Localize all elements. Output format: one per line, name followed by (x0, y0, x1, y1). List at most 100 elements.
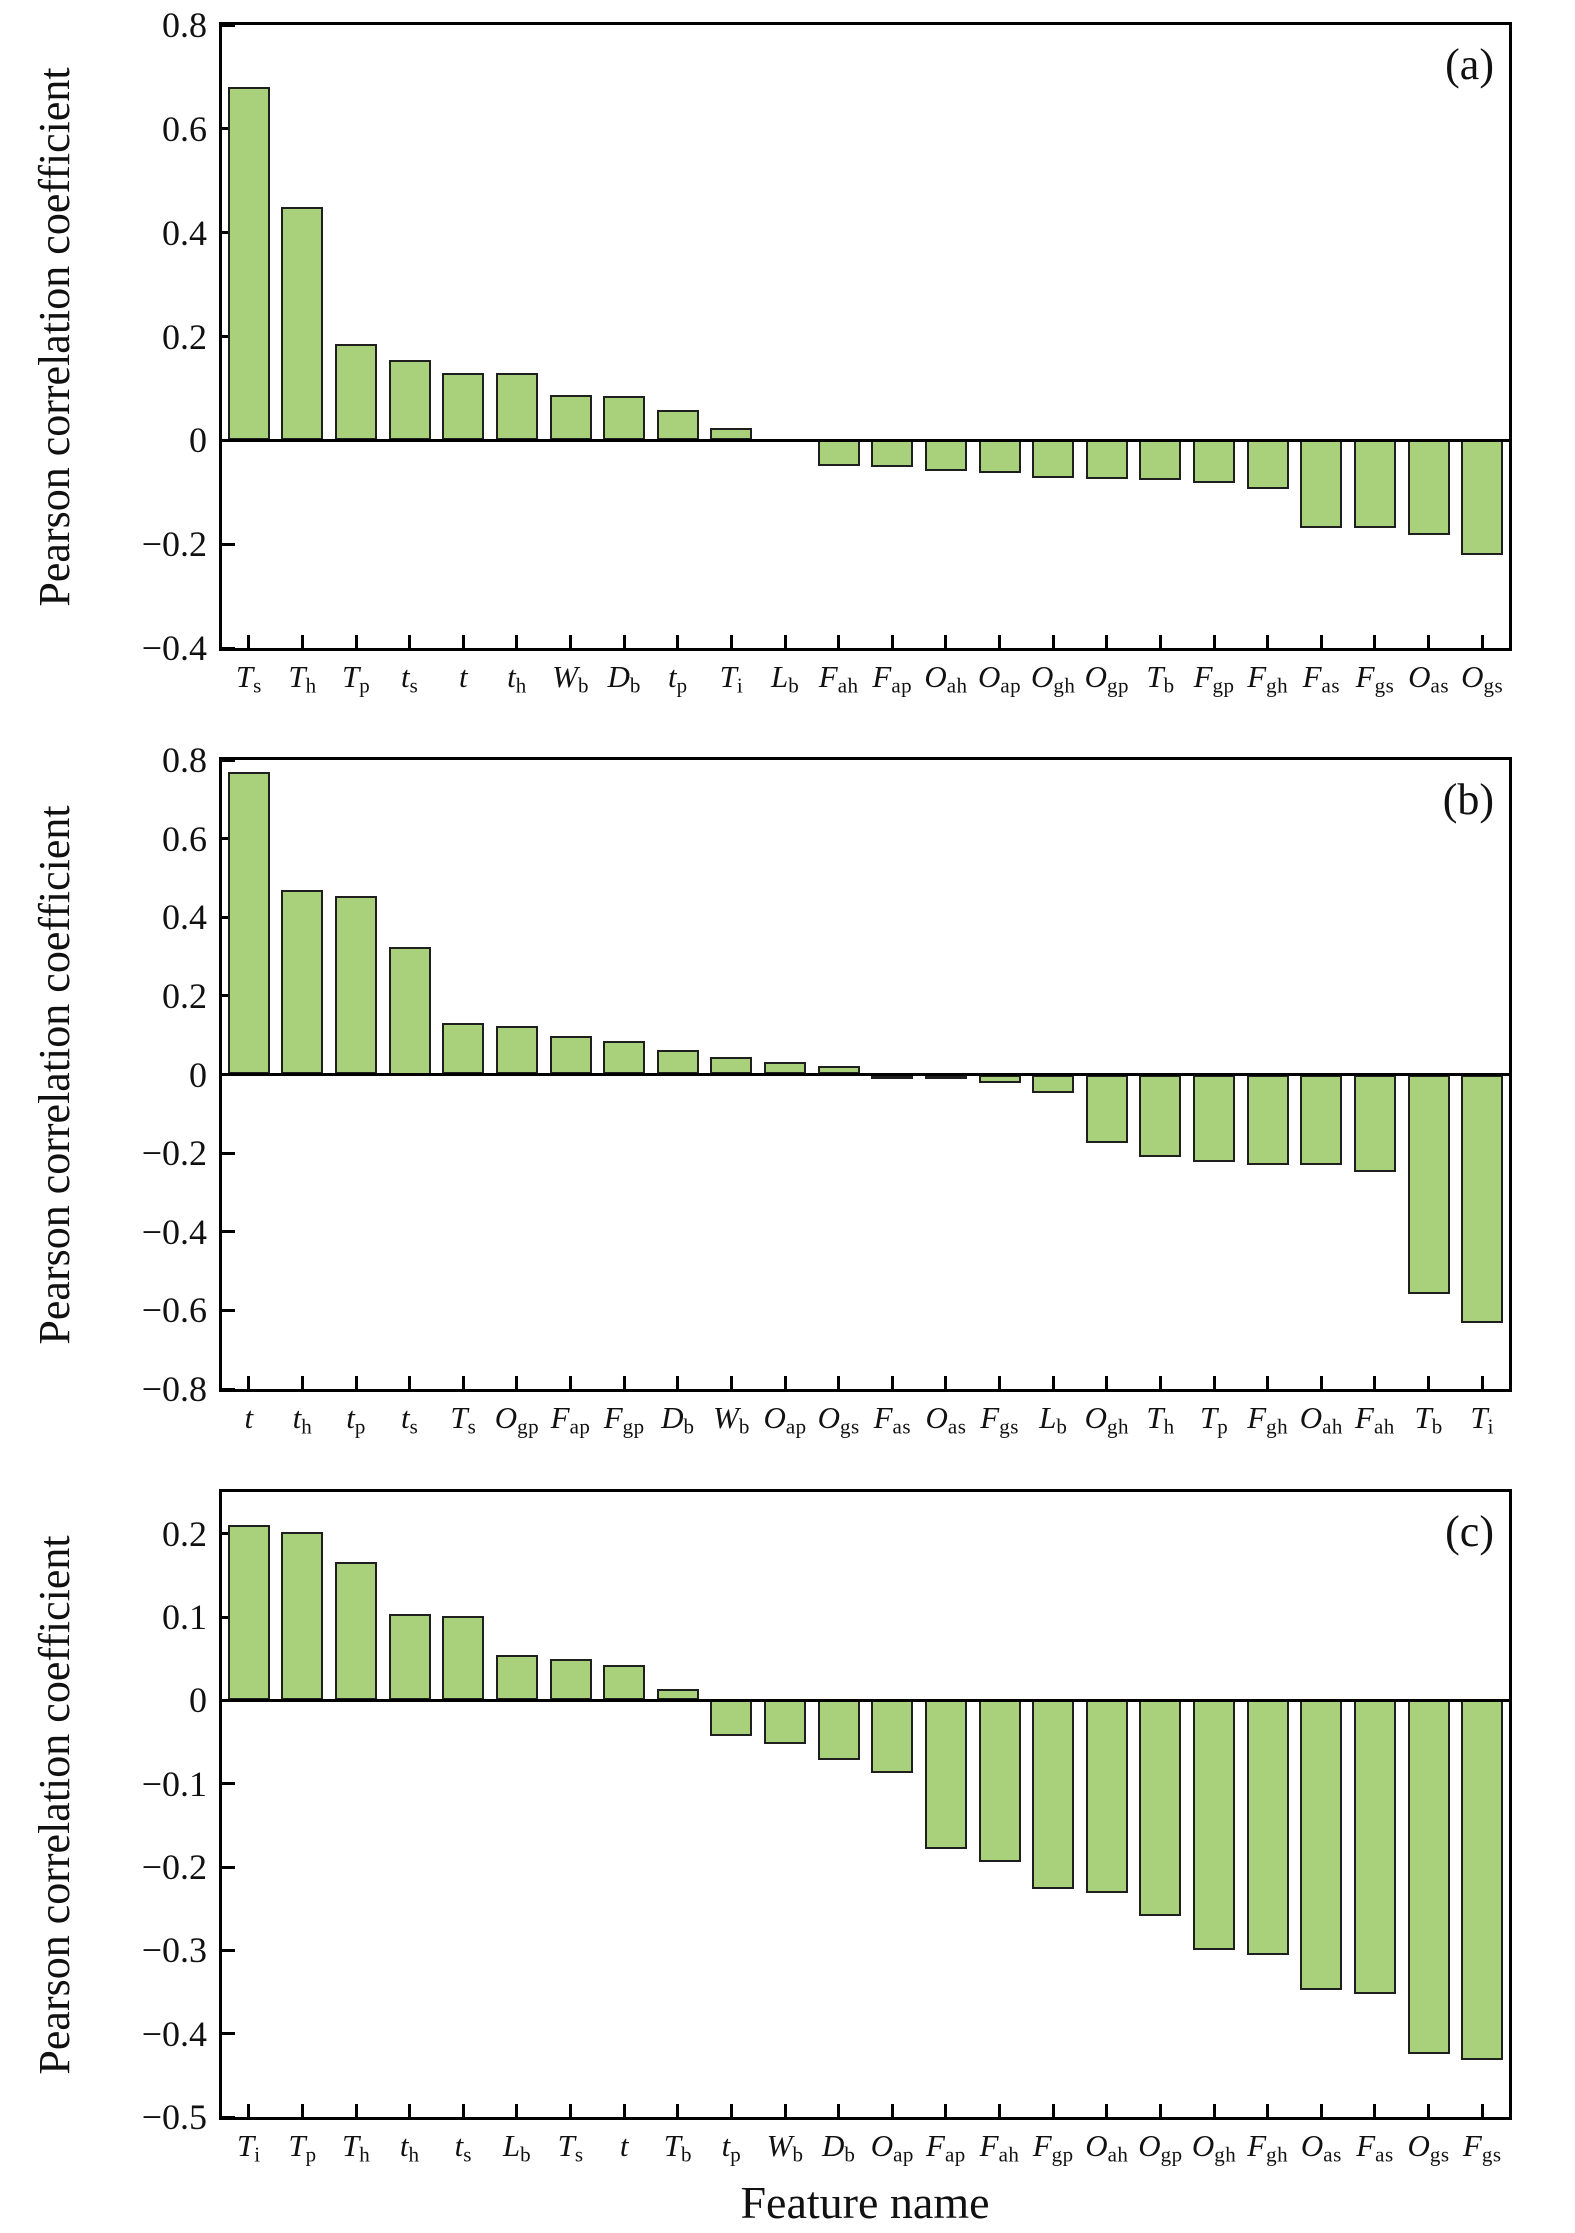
panel-b-y-tick-label: 0.6 (162, 818, 207, 859)
panel-c-bar-Oah (1085, 1700, 1128, 1893)
panel-b-x-tick-label-Fap: Fap (550, 1400, 591, 1439)
panel-c-x-tick-label-Ti: Ti (237, 2128, 261, 2167)
panel-b-x-tick-label-Oas: Oas (925, 1400, 967, 1439)
panel-a-x-tick-label-Wb: Wb (552, 659, 589, 698)
panel-c-y-tick-label: −0.5 (141, 2097, 207, 2137)
panel-b-zero-line (222, 1073, 1509, 1076)
panel-c-x-tick (1427, 2104, 1431, 2117)
panel-a-x-tick (247, 635, 251, 648)
panel-a-x-tick-label-t: t (459, 659, 468, 694)
panel-b-bar-Ts (442, 1023, 485, 1075)
panel-b-x-tick-label-Wb: Wb (713, 1400, 750, 1439)
panel-a-bar-th (495, 372, 538, 441)
panel-c-x-tick-label-Fah: Fah (979, 2128, 1020, 2167)
panel-c-x-tick (1373, 2104, 1377, 2117)
panel-b-y-tick-label: 0.4 (162, 897, 207, 938)
panel-b-y-tick-label: −0.4 (141, 1211, 207, 1252)
panel-a-x-tick (569, 635, 573, 648)
panel-b-bar-Fgp (603, 1041, 646, 1075)
panel-c-x-tick-label-Ogp: Ogp (1138, 2128, 1183, 2167)
panel-a-x-tick-label-Fgp: Fgp (1193, 659, 1235, 698)
panel-c-x-tick (354, 2104, 358, 2117)
panel-c-y-tick-label: −0.4 (141, 2013, 207, 2054)
panel-a-x-tick (1105, 635, 1109, 648)
panel-c-x-tick-label-Fas: Fas (1356, 2128, 1394, 2167)
panel-b-x-tick-label-Oah: Oah (1299, 1400, 1343, 1439)
panel-a-x-tick-label-ts: ts (401, 659, 419, 698)
panel-a-x-tick (1212, 635, 1216, 648)
panel-c-x-tick (783, 2104, 787, 2117)
panel-b-x-tick-label-Fgh: Fgh (1247, 1400, 1289, 1439)
panel-c-y-tick-label: −0.3 (141, 1930, 207, 1971)
panel-a-y-tick-label: 0.4 (162, 212, 207, 253)
panel-a-x-tick (461, 635, 465, 648)
panel-c-x-tick (890, 2104, 894, 2117)
panel-a-x-tick (890, 635, 894, 648)
panel-a-x-tick-label-Ogs: Ogs (1461, 659, 1504, 698)
panel-a-bar-tp (656, 410, 699, 441)
panel-c-x-tick (1051, 2104, 1055, 2117)
panel-a-x-tick (1051, 635, 1055, 648)
panel-b-x-tick-label-th: th (292, 1400, 313, 1439)
panel-b-y-axis-title: Pearson correlation coefficient (30, 804, 79, 1345)
panel-c-x-tick (1158, 2104, 1162, 2117)
panel-b-x-tick-label-Lb: Lb (1039, 1400, 1068, 1439)
panel-c-y-tick-label: −0.1 (141, 1763, 207, 1804)
panel-b-x-tick (408, 1376, 412, 1389)
panel-c-x-tick-label-tp: tp (721, 2128, 742, 2167)
panel-a-y-tick (222, 646, 235, 650)
panel-a-bar-Fap (871, 440, 914, 467)
panel-c-x-tick (622, 2104, 626, 2117)
panel-a-x-tick-label-Lb: Lb (770, 659, 800, 698)
panel-c-bar-Oas (1300, 1700, 1343, 1991)
panel-b-bar-th (281, 889, 324, 1075)
panel-c-bar-Fgp (1032, 1700, 1075, 1890)
panel-c-x-tick-label-Oas: Oas (1300, 2128, 1342, 2167)
panel-c-x-tick (515, 2104, 519, 2117)
panel-c-x-tick (1480, 2104, 1484, 2117)
panel-b-bar-Wb (710, 1056, 753, 1075)
panel-b-bar-Tp (1193, 1074, 1236, 1162)
panel-a-bar-ts (388, 359, 431, 441)
panel-b-x-tick (1158, 1376, 1162, 1389)
panel-c-bar-Tp (281, 1532, 324, 1701)
panel-c-y-tick (222, 1865, 235, 1869)
panel-a-bar-Ts (227, 87, 270, 441)
panel-a-bar-Th (281, 206, 324, 441)
panel-a-x-tick-label-Ti: Ti (719, 659, 744, 698)
panel-c-x-tick (1105, 2104, 1109, 2117)
panel-a-x-tick (1158, 635, 1162, 648)
panel-c-bar-th (388, 1613, 431, 1701)
panel-c-bar-Ogp (1139, 1700, 1182, 1917)
panel-c-x-tick-label-Ogh: Ogh (1191, 2128, 1237, 2167)
panel-b-x-tick (837, 1376, 841, 1389)
panel-b-bar-t (227, 771, 270, 1075)
panel-c-bar-tp (710, 1700, 753, 1737)
panel-a-x-tick (1319, 635, 1323, 648)
panel-c-x-tick (408, 2104, 412, 2117)
panel-b-x-tick (1105, 1376, 1109, 1389)
panel-c-x-tick (837, 2104, 841, 2117)
panel-b-x-tick (569, 1376, 573, 1389)
panel-b-y-tick-label: −0.6 (141, 1290, 207, 1331)
panel-a-x-tick-label-tp: tp (668, 659, 688, 698)
panel-a-zero-line (222, 438, 1509, 442)
panel-b-x-tick (1427, 1376, 1431, 1389)
panel-b-x-tick-label-Th: Th (1146, 1400, 1175, 1439)
panel-c-bar-Fah (978, 1700, 1021, 1862)
panel-c-plot-area (219, 1489, 1512, 2120)
panel-c-bar-Fgh (1246, 1700, 1289, 1956)
panel-c-x-tick-label-Th: Th (341, 2128, 371, 2167)
panel-c-x-tick-label-ts: ts (454, 2128, 472, 2167)
panel-b-x-tick-label-Tb: Tb (1414, 1400, 1443, 1439)
panel-c-x-tick-label-Lb: Lb (502, 2128, 532, 2167)
panel-a-x-tick-label-Oas: Oas (1408, 659, 1449, 698)
panel-a-bar-Oas (1407, 440, 1450, 535)
panel-b-x-tick-label-Ogp: Ogp (494, 1400, 540, 1439)
panel-a-bar-Oap (978, 440, 1021, 473)
x-axis-title: Feature name (740, 2177, 990, 2228)
panel-c-x-tick (729, 2104, 733, 2117)
panel-c-bar-Ogh (1193, 1700, 1236, 1951)
panel-c-x-tick-label-Fap: Fap (926, 2128, 966, 2167)
panel-b-x-tick (515, 1376, 519, 1389)
